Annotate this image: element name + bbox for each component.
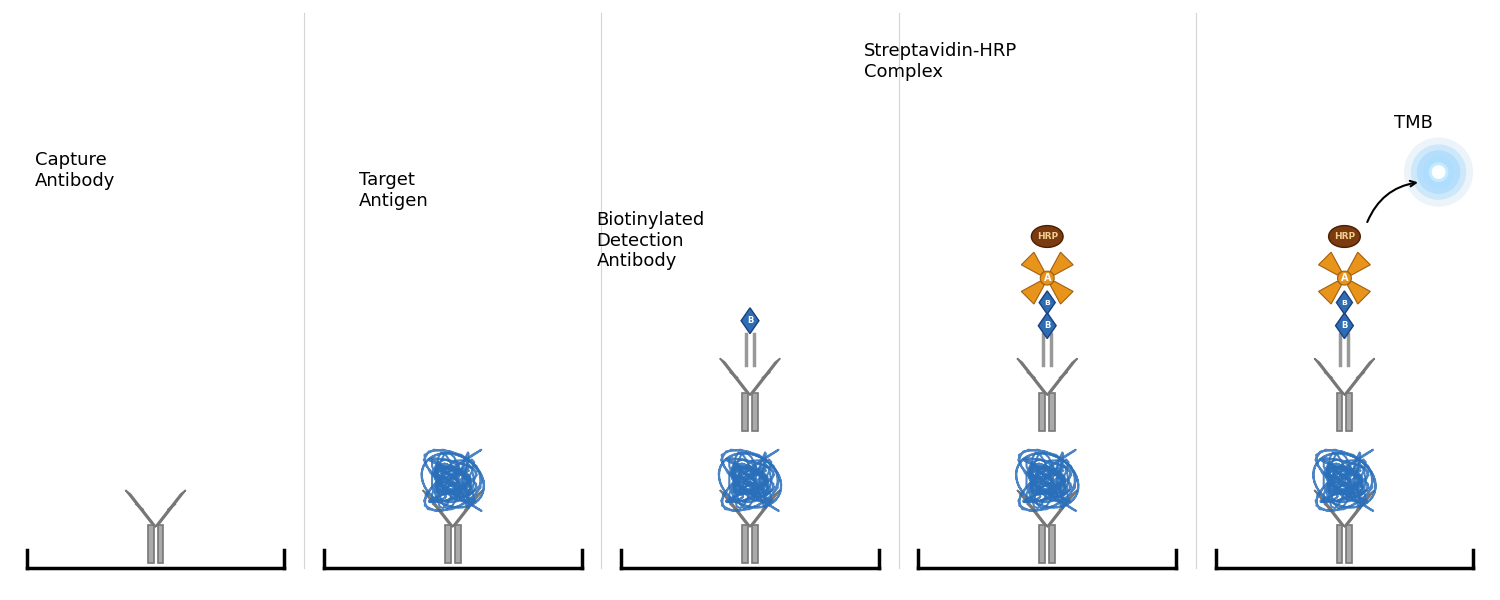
Polygon shape bbox=[1318, 281, 1341, 304]
Circle shape bbox=[1041, 271, 1054, 285]
Circle shape bbox=[1404, 137, 1473, 207]
Polygon shape bbox=[126, 490, 156, 527]
Polygon shape bbox=[720, 490, 750, 527]
Text: TMB: TMB bbox=[1395, 115, 1432, 133]
Polygon shape bbox=[1038, 313, 1056, 338]
Circle shape bbox=[1436, 169, 1442, 175]
Circle shape bbox=[1338, 271, 1352, 285]
Bar bbox=[147, 525, 153, 563]
Polygon shape bbox=[720, 358, 750, 395]
Polygon shape bbox=[1318, 252, 1341, 275]
Bar bbox=[752, 393, 758, 431]
Text: B: B bbox=[1341, 321, 1347, 330]
Polygon shape bbox=[1040, 291, 1054, 314]
Polygon shape bbox=[1344, 358, 1374, 395]
Polygon shape bbox=[1314, 490, 1346, 527]
Polygon shape bbox=[750, 358, 780, 395]
Text: B: B bbox=[1044, 321, 1050, 330]
Text: Capture
Antibody: Capture Antibody bbox=[34, 151, 116, 190]
Bar bbox=[454, 525, 460, 563]
Ellipse shape bbox=[1329, 226, 1360, 247]
Polygon shape bbox=[1344, 490, 1374, 527]
Bar bbox=[1040, 393, 1046, 431]
Polygon shape bbox=[1347, 281, 1371, 304]
Polygon shape bbox=[1047, 490, 1077, 527]
Text: B: B bbox=[1341, 299, 1347, 305]
Circle shape bbox=[1418, 151, 1461, 194]
Bar bbox=[1336, 525, 1342, 563]
Polygon shape bbox=[1335, 313, 1353, 338]
Polygon shape bbox=[423, 490, 453, 527]
Text: B: B bbox=[1044, 299, 1050, 305]
Bar bbox=[158, 525, 164, 563]
Polygon shape bbox=[1047, 358, 1077, 395]
Bar bbox=[1347, 393, 1353, 431]
Polygon shape bbox=[1050, 252, 1072, 275]
Circle shape bbox=[1431, 165, 1446, 179]
Bar bbox=[1048, 525, 1054, 563]
Polygon shape bbox=[750, 490, 780, 527]
Text: Streptavidin-HRP
Complex: Streptavidin-HRP Complex bbox=[864, 43, 1017, 81]
Text: B: B bbox=[747, 316, 753, 325]
Polygon shape bbox=[1050, 281, 1072, 304]
Bar bbox=[742, 525, 748, 563]
Bar bbox=[742, 393, 748, 431]
Polygon shape bbox=[741, 308, 759, 334]
Bar bbox=[446, 525, 452, 563]
Polygon shape bbox=[1022, 252, 1044, 275]
Polygon shape bbox=[452, 490, 483, 527]
Text: HRP: HRP bbox=[1334, 232, 1354, 241]
Text: A: A bbox=[1341, 273, 1348, 283]
Bar bbox=[1336, 393, 1342, 431]
Polygon shape bbox=[1347, 252, 1371, 275]
Text: Target
Antigen: Target Antigen bbox=[358, 171, 429, 210]
Ellipse shape bbox=[1032, 226, 1064, 247]
Polygon shape bbox=[1017, 358, 1048, 395]
Bar bbox=[1048, 393, 1054, 431]
Text: A: A bbox=[1044, 273, 1052, 283]
Polygon shape bbox=[154, 490, 186, 527]
Circle shape bbox=[1412, 145, 1467, 200]
Text: HRP: HRP bbox=[1036, 232, 1058, 241]
Polygon shape bbox=[1314, 358, 1346, 395]
Circle shape bbox=[1422, 156, 1455, 188]
Polygon shape bbox=[1022, 281, 1044, 304]
Bar bbox=[752, 525, 758, 563]
Polygon shape bbox=[1336, 291, 1353, 314]
Polygon shape bbox=[1017, 490, 1048, 527]
Bar bbox=[1040, 525, 1046, 563]
Text: Biotinylated
Detection
Antibody: Biotinylated Detection Antibody bbox=[597, 211, 705, 271]
Circle shape bbox=[1428, 162, 1449, 182]
Bar bbox=[1347, 525, 1353, 563]
